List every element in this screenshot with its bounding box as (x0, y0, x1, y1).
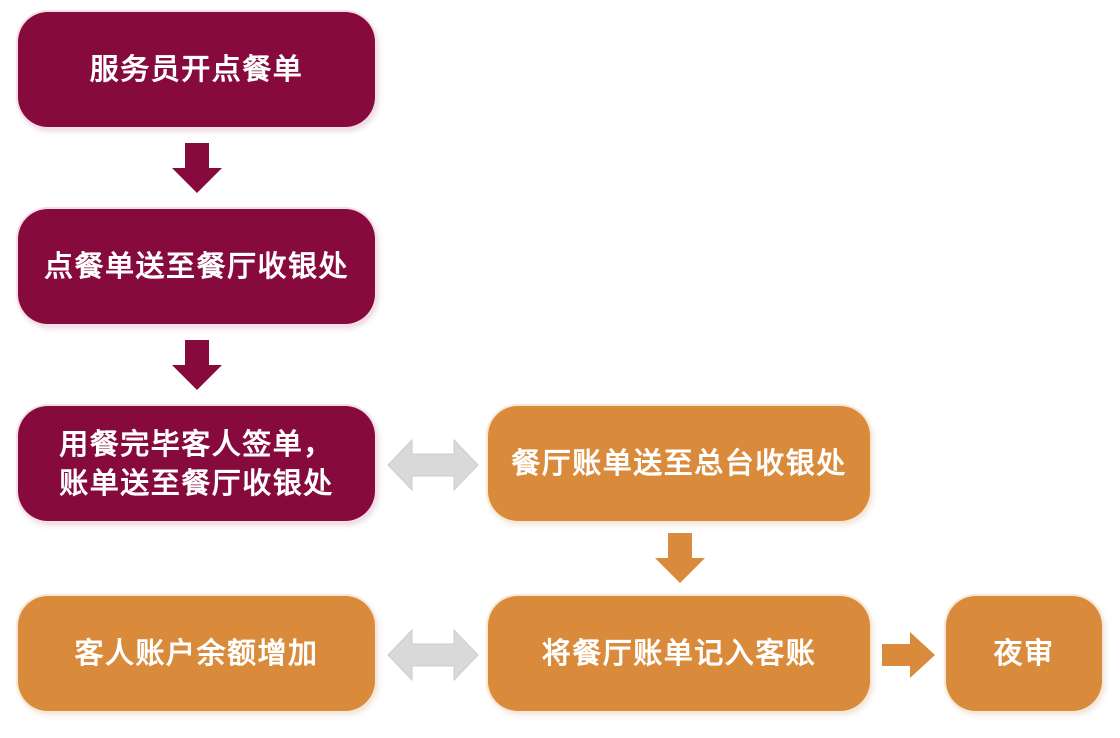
down-arrow-icon (172, 340, 222, 390)
double-arrow-icon (387, 438, 479, 492)
node-label: 将餐厅账单记入客账 (541, 636, 817, 671)
node-label: 服务员开点餐单 (89, 52, 304, 87)
node-night-audit: 夜审 (946, 596, 1102, 711)
node-label-line-2: 账单送至餐厅收银处 (59, 465, 334, 500)
node-label: 客人账户余额增加 (74, 636, 319, 671)
node-label: 餐厅账单送至总台收银处 (511, 446, 847, 481)
node-guest-balance-increase: 客人账户余额增加 (18, 596, 375, 711)
node-guest-signs-bill: 用餐完毕客人签单， 账单送至餐厅收银处 (18, 406, 375, 521)
node-label-line-1: 用餐完毕客人签单， (59, 426, 334, 461)
node-order-to-restaurant-cashier: 点餐单送至餐厅收银处 (18, 209, 375, 324)
node-post-to-guest-account: 将餐厅账单记入客账 (488, 596, 870, 711)
node-label: 夜审 (993, 636, 1055, 671)
down-arrow-icon (172, 143, 222, 193)
node-label: 点餐单送至餐厅收银处 (43, 249, 349, 284)
double-arrow-icon (387, 628, 479, 682)
right-arrow-icon (882, 632, 935, 678)
node-waiter-order: 服务员开点餐单 (18, 12, 375, 127)
down-arrow-icon (655, 533, 705, 583)
node-bill-to-front-desk: 餐厅账单送至总台收银处 (488, 406, 870, 521)
